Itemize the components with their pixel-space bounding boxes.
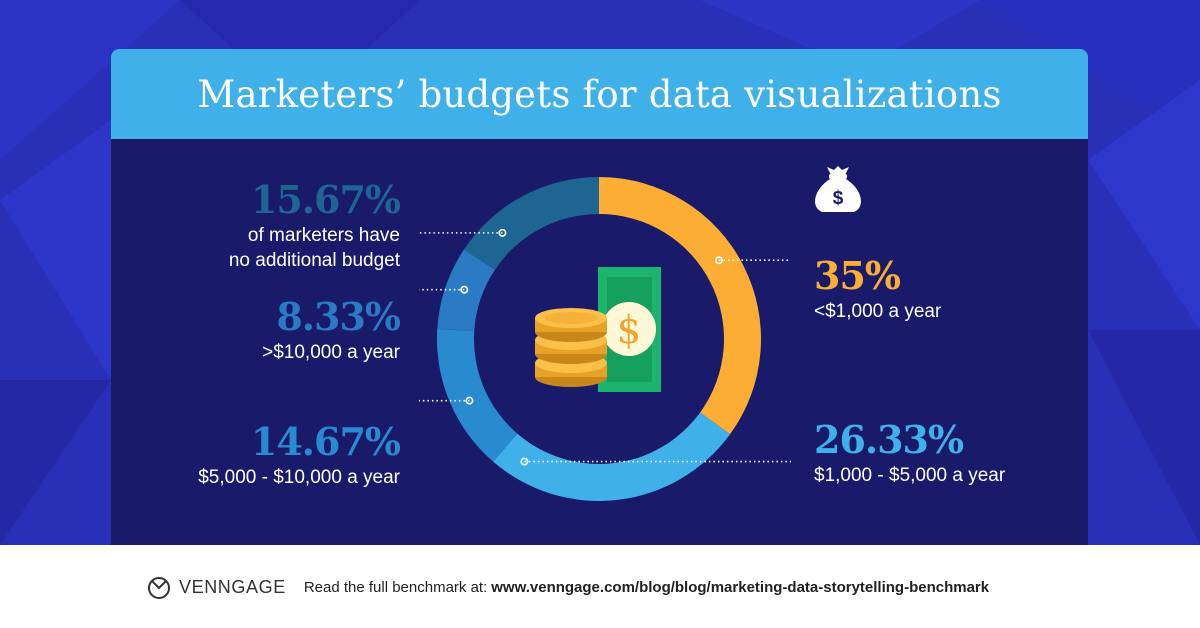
slice-pct-over-10000: 8.33% <box>276 294 401 339</box>
slice-label-5000-10000: 14.67% $5,000 - $10,000 a year <box>198 419 401 490</box>
footer-content: VENNGAGE Read the full benchmark at: www… <box>147 573 989 601</box>
donut-slice-under-1000 <box>599 177 761 435</box>
footer: VENNGAGE Read the full benchmark at: www… <box>0 545 1200 628</box>
donut-slice-over-10000 <box>437 249 495 332</box>
slice-label-no-budget: 15.67% of marketers have no additional b… <box>228 177 401 273</box>
slice-pct-5000-10000: 14.67% <box>250 419 401 464</box>
infographic-card: Marketers’ budgets for data visualizatio… <box>111 49 1088 545</box>
slice-label-1000-5000: 26.33% $1,000 - $5,000 a year <box>814 417 1005 488</box>
slice-desc-no-budget-line1: of marketers have <box>247 225 400 246</box>
donut-slice-1000-5000 <box>493 412 731 502</box>
connector-dot-no-budget <box>498 228 507 237</box>
venngage-logo-icon <box>148 577 170 599</box>
slice-desc-no-budget-line2: no additional budget <box>228 250 400 271</box>
slice-pct-1000-5000: 26.33% <box>814 417 964 462</box>
svg-text:$: $ <box>833 188 844 209</box>
connector-dot-5000-10000 <box>465 396 474 405</box>
donut-slice-no-budget <box>464 177 599 270</box>
page-title: Marketers’ budgets for data visualizatio… <box>197 72 1002 116</box>
brand-name: VENNGAGE <box>179 576 286 597</box>
footer-link[interactable]: www.venngage.com/blog/blog/marketing-dat… <box>491 578 990 596</box>
slice-desc-under-1000: <$1,000 a year <box>814 301 942 322</box>
card-header: Marketers’ budgets for data visualizatio… <box>111 49 1088 139</box>
donut-slice-5000-10000 <box>437 328 518 462</box>
slice-pct-no-budget: 15.67% <box>250 177 401 222</box>
slice-label-under-1000: 35% <$1,000 a year <box>814 253 941 324</box>
money-bag-icon: $ <box>815 166 861 212</box>
connector-dot-1000-5000 <box>520 457 529 466</box>
slice-pct-under-1000: 35% <box>814 253 901 298</box>
connector-dot-over-10000 <box>460 285 469 294</box>
donut-chart: $ $ <box>419 166 861 502</box>
slice-desc-5000-10000: $5,000 - $10,000 a year <box>198 467 400 488</box>
footer-text: Read the full benchmark at: <box>303 578 488 596</box>
cash-and-coins-icon: $ <box>535 267 661 392</box>
slice-desc-1000-5000: $1,000 - $5,000 a year <box>814 465 1006 486</box>
connector-dot-under-1000 <box>714 256 723 265</box>
svg-text:$: $ <box>617 308 641 352</box>
slice-label-over-10000: 8.33% >$10,000 a year <box>262 294 401 365</box>
slice-desc-over-10000: >$10,000 a year <box>262 342 400 363</box>
